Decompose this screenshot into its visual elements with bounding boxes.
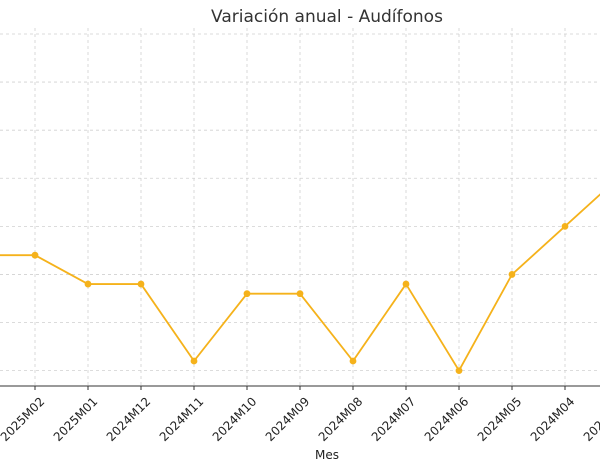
data-point xyxy=(349,357,357,365)
gridlines xyxy=(0,28,600,386)
x-tick-label: 2025M02 xyxy=(0,394,47,444)
x-tick-label: 2024M11 xyxy=(157,394,207,444)
x-tick-label: 2024M12 xyxy=(104,394,154,444)
chart-title: Variación anual - Audífonos xyxy=(211,7,443,27)
data-point xyxy=(190,357,198,365)
x-ticks: 2025M032025M022025M012024M122024M112024M… xyxy=(0,386,600,444)
data-point xyxy=(84,280,92,288)
x-axis-label: Mes xyxy=(315,448,339,462)
x-tick-label: 2024M10 xyxy=(210,394,260,444)
x-tick-label: 2024M07 xyxy=(369,394,419,444)
x-tick-label: 2025M01 xyxy=(51,394,101,444)
data-point xyxy=(243,290,251,298)
series-group xyxy=(0,193,600,375)
data-point xyxy=(296,290,304,298)
data-point xyxy=(402,280,410,288)
data-point xyxy=(508,271,516,278)
data-point xyxy=(561,222,569,230)
x-tick-label: 2024M06 xyxy=(422,394,472,444)
x-tick-label: 2024M08 xyxy=(316,394,366,444)
x-tick-label: 2024M03 xyxy=(581,394,600,444)
data-point xyxy=(137,280,145,288)
data-point xyxy=(455,367,463,375)
x-tick-label: 2024M04 xyxy=(528,394,578,444)
x-tick-label: 2024M09 xyxy=(263,394,313,444)
x-tick-label: 2024M05 xyxy=(475,394,525,444)
data-point xyxy=(31,251,39,259)
